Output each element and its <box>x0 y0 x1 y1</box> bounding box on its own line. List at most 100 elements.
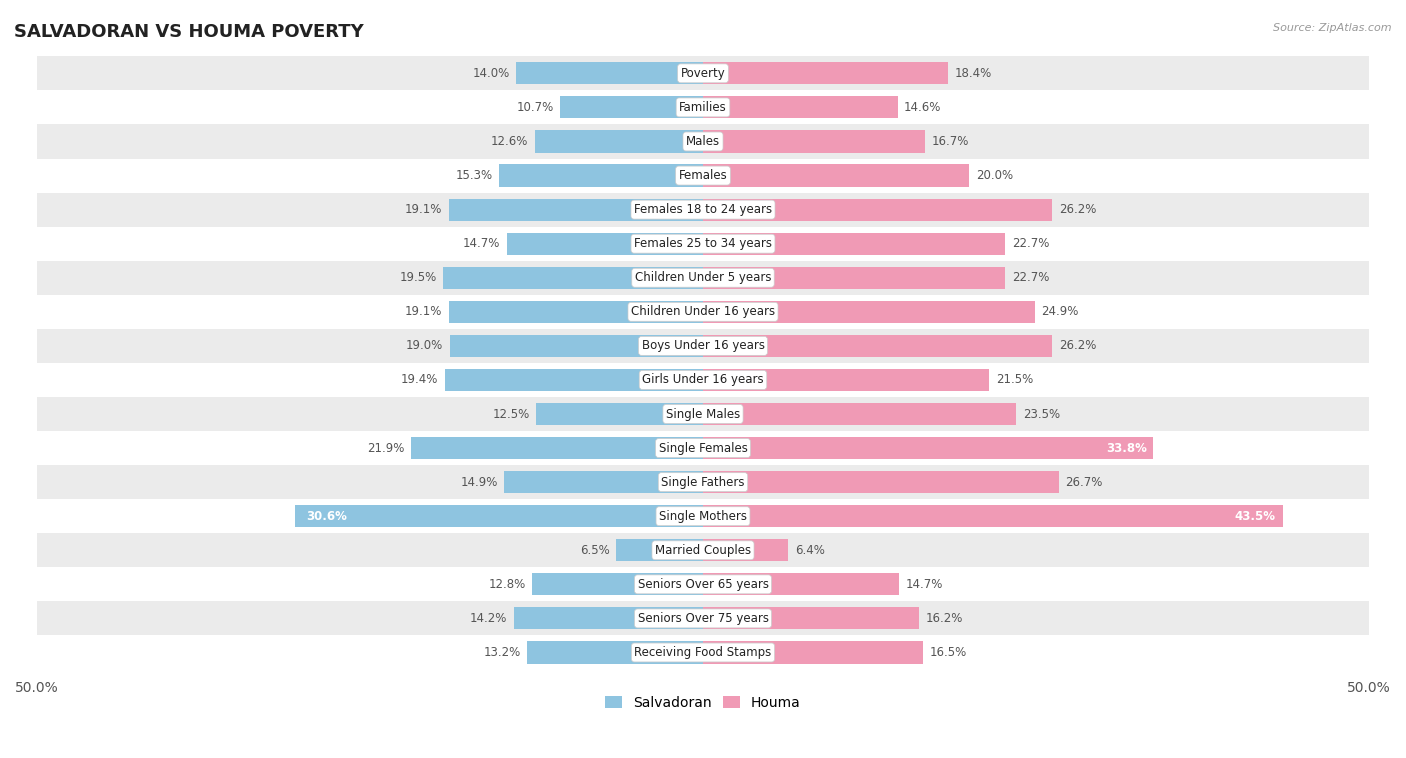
Text: 21.9%: 21.9% <box>367 442 405 455</box>
Text: 30.6%: 30.6% <box>307 509 347 523</box>
Text: 6.5%: 6.5% <box>581 543 610 557</box>
Text: 43.5%: 43.5% <box>1234 509 1275 523</box>
Bar <box>703 641 922 663</box>
Bar <box>37 465 1369 500</box>
Text: 15.3%: 15.3% <box>456 169 492 182</box>
Bar <box>444 369 703 391</box>
Legend: Salvadoran, Houma: Salvadoran, Houma <box>600 691 806 716</box>
Bar <box>561 96 703 118</box>
Bar <box>37 567 1369 601</box>
Text: 10.7%: 10.7% <box>516 101 554 114</box>
Bar <box>703 164 970 186</box>
Bar <box>37 261 1369 295</box>
Bar <box>703 573 898 596</box>
Bar <box>37 158 1369 193</box>
Text: 18.4%: 18.4% <box>955 67 993 80</box>
Bar <box>37 500 1369 534</box>
Bar <box>537 403 703 425</box>
Bar <box>703 301 1035 323</box>
Bar <box>508 233 703 255</box>
Text: 14.7%: 14.7% <box>463 237 501 250</box>
Bar <box>703 267 1005 289</box>
Text: 16.2%: 16.2% <box>925 612 963 625</box>
Bar <box>295 505 703 528</box>
Bar <box>703 335 1052 357</box>
Bar <box>703 369 990 391</box>
Bar <box>37 534 1369 567</box>
Bar <box>411 437 703 459</box>
Bar <box>703 130 925 152</box>
Text: Poverty: Poverty <box>681 67 725 80</box>
Text: 16.5%: 16.5% <box>929 646 967 659</box>
Bar <box>499 164 703 186</box>
Text: 24.9%: 24.9% <box>1042 305 1078 318</box>
Bar <box>516 62 703 84</box>
Text: 33.8%: 33.8% <box>1105 442 1147 455</box>
Text: Females 18 to 24 years: Females 18 to 24 years <box>634 203 772 216</box>
Bar <box>703 539 789 562</box>
Text: Source: ZipAtlas.com: Source: ZipAtlas.com <box>1274 23 1392 33</box>
Text: Single Females: Single Females <box>658 442 748 455</box>
Bar <box>443 267 703 289</box>
Text: Females 25 to 34 years: Females 25 to 34 years <box>634 237 772 250</box>
Text: Children Under 16 years: Children Under 16 years <box>631 305 775 318</box>
Bar <box>37 363 1369 397</box>
Bar <box>37 329 1369 363</box>
Bar <box>703 199 1052 221</box>
Bar <box>533 573 703 596</box>
Bar <box>37 601 1369 635</box>
Text: SALVADORAN VS HOUMA POVERTY: SALVADORAN VS HOUMA POVERTY <box>14 23 364 41</box>
Text: Receiving Food Stamps: Receiving Food Stamps <box>634 646 772 659</box>
Text: 14.9%: 14.9% <box>460 476 498 489</box>
Text: 26.2%: 26.2% <box>1059 203 1097 216</box>
Text: 19.1%: 19.1% <box>405 203 441 216</box>
Bar <box>37 227 1369 261</box>
Text: Males: Males <box>686 135 720 148</box>
Bar <box>37 295 1369 329</box>
Bar <box>703 403 1017 425</box>
Text: 14.7%: 14.7% <box>905 578 943 590</box>
Bar <box>703 96 897 118</box>
Text: 23.5%: 23.5% <box>1022 408 1060 421</box>
Text: 19.0%: 19.0% <box>406 340 443 352</box>
Text: 19.5%: 19.5% <box>399 271 436 284</box>
Text: 14.2%: 14.2% <box>470 612 508 625</box>
Bar <box>37 431 1369 465</box>
Text: Seniors Over 75 years: Seniors Over 75 years <box>637 612 769 625</box>
Bar <box>37 124 1369 158</box>
Text: Children Under 5 years: Children Under 5 years <box>634 271 772 284</box>
Bar <box>450 335 703 357</box>
Text: 12.6%: 12.6% <box>491 135 529 148</box>
Text: 19.4%: 19.4% <box>401 374 437 387</box>
Bar <box>37 56 1369 90</box>
Bar <box>505 471 703 493</box>
Text: 21.5%: 21.5% <box>995 374 1033 387</box>
Bar <box>703 233 1005 255</box>
Bar <box>449 301 703 323</box>
Text: 19.1%: 19.1% <box>405 305 441 318</box>
Text: 20.0%: 20.0% <box>976 169 1014 182</box>
Text: Families: Families <box>679 101 727 114</box>
Bar <box>449 199 703 221</box>
Bar <box>37 90 1369 124</box>
Text: Married Couples: Married Couples <box>655 543 751 557</box>
Bar <box>536 130 703 152</box>
Text: Seniors Over 65 years: Seniors Over 65 years <box>637 578 769 590</box>
Text: 6.4%: 6.4% <box>794 543 825 557</box>
Bar <box>703 505 1282 528</box>
Text: 22.7%: 22.7% <box>1012 237 1049 250</box>
Text: 16.7%: 16.7% <box>932 135 970 148</box>
Bar <box>513 607 703 629</box>
Text: Boys Under 16 years: Boys Under 16 years <box>641 340 765 352</box>
Text: Females: Females <box>679 169 727 182</box>
Bar <box>703 471 1059 493</box>
Bar <box>37 193 1369 227</box>
Text: 14.6%: 14.6% <box>904 101 942 114</box>
Text: Single Males: Single Males <box>666 408 740 421</box>
Text: 22.7%: 22.7% <box>1012 271 1049 284</box>
Text: Single Fathers: Single Fathers <box>661 476 745 489</box>
Bar <box>703 607 920 629</box>
Bar <box>37 635 1369 669</box>
Bar <box>703 437 1153 459</box>
Text: 26.7%: 26.7% <box>1066 476 1102 489</box>
